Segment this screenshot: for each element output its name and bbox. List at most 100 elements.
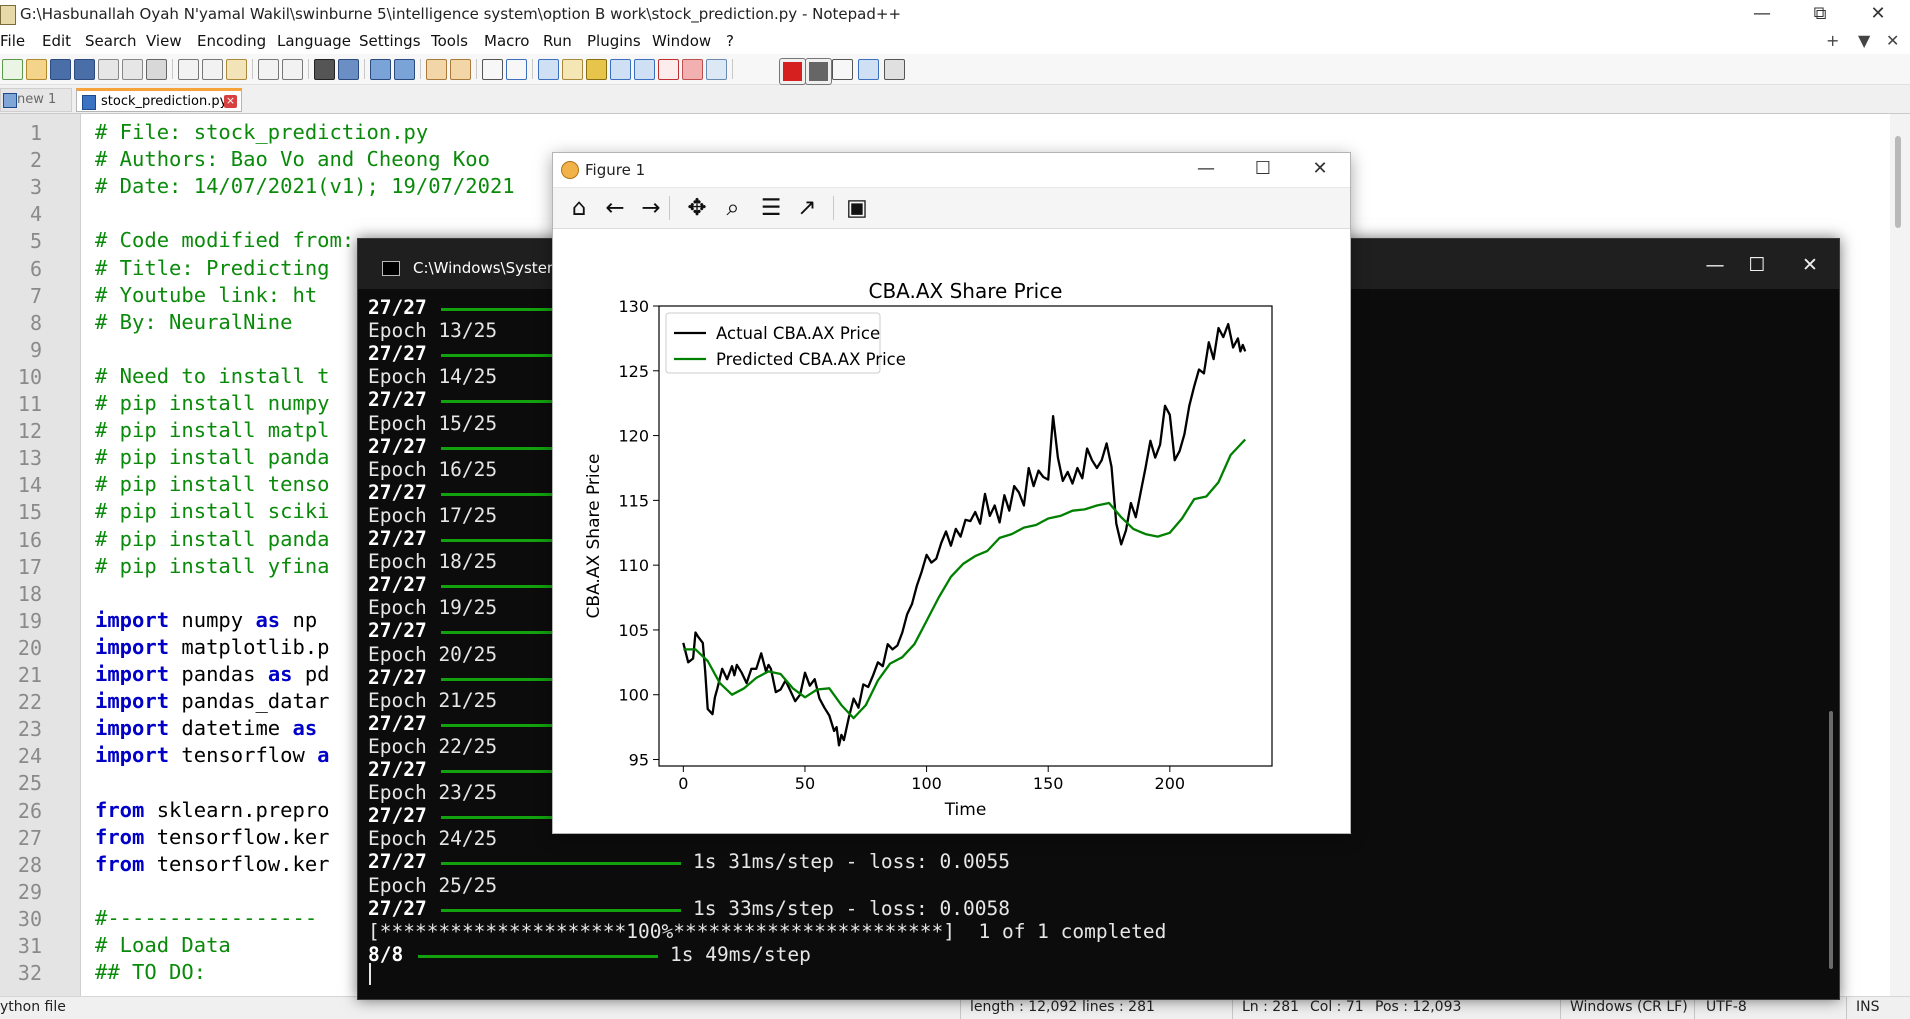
code-line[interactable]: # pip install numpy: [95, 391, 330, 415]
menu-macro[interactable]: Macro: [484, 32, 530, 50]
save-icon[interactable]: ▣: [846, 195, 868, 221]
figure-maximize-button[interactable]: ☐: [1254, 158, 1272, 179]
menu-tools[interactable]: Tools: [431, 32, 468, 50]
monitoring-icon[interactable]: [706, 59, 727, 80]
menu-view[interactable]: View: [146, 32, 182, 50]
code-line[interactable]: import tensorflow a: [95, 743, 330, 767]
menu-language[interactable]: Language: [277, 32, 352, 50]
code-line[interactable]: # Date: 14/07/2021(v1); 19/07/2021: [95, 174, 515, 198]
figure-close-button[interactable]: ✕: [1312, 158, 1328, 179]
function-list-icon[interactable]: [610, 59, 631, 80]
zoom-icon[interactable]: ⌕: [726, 195, 740, 221]
tab-close-icon[interactable]: ×: [224, 94, 237, 108]
code-line[interactable]: import pandas as pd: [95, 662, 330, 686]
word-wrap-icon[interactable]: [482, 59, 503, 80]
back-icon[interactable]: ←: [605, 195, 625, 221]
code-line[interactable]: # By: NeuralNine: [95, 310, 292, 334]
code-line[interactable]: from sklearn.prepro: [95, 798, 330, 822]
code-line[interactable]: # File: stock_prediction.py: [95, 120, 428, 144]
menu-search[interactable]: Search: [85, 32, 137, 50]
code-line[interactable]: ## TO DO:: [95, 960, 206, 984]
code-line[interactable]: import matplotlib.p: [95, 635, 330, 659]
code-line[interactable]: # Code modified from:: [95, 228, 354, 252]
new-file-icon[interactable]: [2, 59, 23, 80]
console-close-button[interactable]: ✕: [1802, 254, 1818, 276]
home-icon[interactable]: ⌂: [571, 195, 587, 221]
code-line[interactable]: from tensorflow.ker: [95, 825, 330, 849]
folder-workspace-icon[interactable]: [634, 59, 655, 80]
new-tab-icon[interactable]: +: [1826, 31, 1840, 50]
restore-button[interactable]: ⧉: [1813, 3, 1827, 24]
user-language-icon[interactable]: [562, 59, 583, 80]
save-all-icon[interactable]: [74, 59, 95, 80]
console-maximize-button[interactable]: ☐: [1748, 254, 1766, 276]
edit-axis-icon[interactable]: ↗: [797, 195, 817, 221]
indent-guide-icon[interactable]: [538, 59, 559, 80]
menu-file[interactable]: File: [0, 32, 26, 50]
find-icon[interactable]: [314, 59, 335, 80]
play-macro-icon[interactable]: [832, 59, 853, 80]
close-all-icon[interactable]: [122, 59, 143, 80]
code-line[interactable]: # Authors: Bao Vo and Cheong Koo: [95, 147, 490, 171]
menu-settings[interactable]: Settings: [359, 32, 421, 50]
code-line[interactable]: # Load Data: [95, 933, 231, 957]
code-line[interactable]: # pip install sciki: [95, 499, 330, 523]
menu-run[interactable]: Run: [543, 32, 572, 50]
menu-plugins[interactable]: Plugins: [587, 32, 641, 50]
code-line[interactable]: # Youtube link: ht: [95, 283, 317, 307]
subplots-icon[interactable]: ☰: [760, 195, 782, 221]
menu-edit[interactable]: Edit: [42, 32, 72, 50]
run-macro-multiple-icon[interactable]: [858, 59, 879, 80]
console-minimize-button[interactable]: —: [1705, 254, 1725, 276]
menu-encoding[interactable]: Encoding: [197, 32, 267, 50]
figure-minimize-button[interactable]: —: [1197, 158, 1215, 179]
sync-horizontal-icon[interactable]: [450, 59, 471, 80]
record-macro-icon[interactable]: [780, 59, 805, 84]
doc-map-icon[interactable]: [586, 59, 607, 80]
show-all-chars-icon[interactable]: [506, 59, 527, 80]
replace-icon[interactable]: [338, 59, 359, 80]
code-line[interactable]: # pip install yfina: [95, 554, 330, 578]
save-file-icon[interactable]: [50, 59, 71, 80]
editor-vertical-scrollbar[interactable]: [1890, 114, 1910, 996]
copy-icon[interactable]: [202, 59, 223, 80]
open-file-icon[interactable]: [26, 59, 47, 80]
code-line[interactable]: import numpy as np: [95, 608, 317, 632]
tab-list-icon[interactable]: ▼: [1858, 31, 1871, 50]
sync-vertical-icon[interactable]: [426, 59, 447, 80]
code-line[interactable]: # pip install panda: [95, 445, 330, 469]
console-scrollbar[interactable]: [1829, 711, 1833, 969]
code-line[interactable]: from tensorflow.ker: [95, 852, 330, 876]
figure-title-bar[interactable]: Figure 1 — ☐ ✕: [553, 153, 1350, 188]
code-line[interactable]: import datetime as: [95, 716, 317, 740]
forward-icon[interactable]: →: [641, 195, 661, 221]
pdf-icon[interactable]: [658, 59, 679, 80]
zoom-out-icon[interactable]: [394, 59, 415, 80]
close-file-icon[interactable]: [98, 59, 119, 80]
code-line[interactable]: # Title: Predicting: [95, 256, 330, 280]
paste-icon[interactable]: [226, 59, 247, 80]
folder-as-workspace-icon[interactable]: [682, 59, 703, 80]
code-line[interactable]: # Need to install t: [95, 364, 330, 388]
print-icon[interactable]: [146, 59, 167, 80]
scrollbar-thumb[interactable]: [1895, 136, 1901, 228]
figure-window[interactable]: Figure 1 — ☐ ✕ ⌂ ← → ✥ ⌕ ☰ ↗ ▣ CBA.AX Share Pri…: [552, 152, 1351, 834]
close-doc-icon[interactable]: ✕: [1886, 31, 1900, 50]
code-line[interactable]: # pip install tenso: [95, 472, 330, 496]
stop-macro-icon[interactable]: [806, 59, 831, 84]
cut-icon[interactable]: [178, 59, 199, 80]
code-line[interactable]: #-----------------: [95, 906, 317, 930]
close-button[interactable]: ✕: [1870, 3, 1886, 24]
tab-new-1[interactable]: new 1: [0, 88, 72, 112]
code-line[interactable]: # pip install panda: [95, 527, 330, 551]
zoom-in-icon[interactable]: [370, 59, 391, 80]
undo-icon[interactable]: [258, 59, 279, 80]
minimize-button[interactable]: —: [1753, 3, 1771, 24]
code-line[interactable]: import pandas_datar: [95, 689, 330, 713]
tab-stock-prediction[interactable]: stock_prediction.py ×: [76, 88, 242, 112]
menu-window[interactable]: Window: [652, 32, 712, 50]
menu-help[interactable]: ?: [726, 32, 734, 50]
code-line[interactable]: # pip install matpl: [95, 418, 330, 442]
save-macro-icon[interactable]: [884, 59, 905, 80]
redo-icon[interactable]: [282, 59, 303, 80]
